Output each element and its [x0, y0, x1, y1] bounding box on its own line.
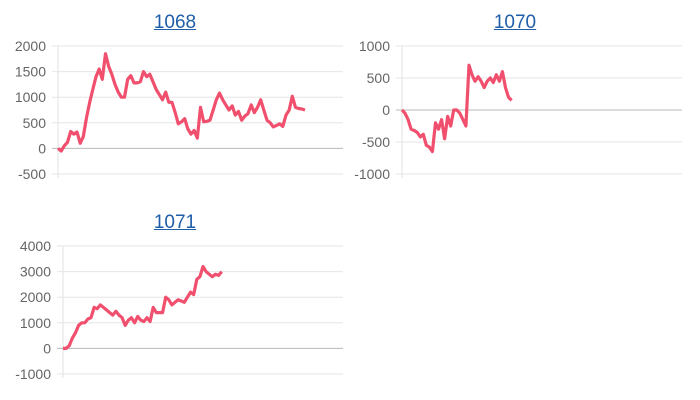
chart-1071: 1071 4000 3000 2000 1000 0 -1000 — [0, 200, 350, 400]
chart-1070: 1070 1000 500 0 -500 -1000 — [340, 0, 690, 200]
y-tick-label: 3000 — [20, 264, 51, 280]
series-line — [63, 264, 223, 350]
chart-svg: 4000 3000 2000 1000 0 -1000 — [15, 238, 343, 382]
chart-title-link[interactable]: 1068 — [153, 12, 197, 33]
y-tick-label: -1000 — [354, 166, 390, 182]
y-tick-label: 0 — [38, 140, 46, 156]
y-tick-label: 500 — [23, 115, 47, 131]
y-tick-label: -1000 — [15, 366, 51, 382]
series-line — [56, 52, 306, 153]
y-tick-label: 2000 — [20, 289, 51, 305]
chart-1068: 1068 2000 1500 1000 500 0 -500 — [0, 0, 350, 200]
y-tick-label: 1000 — [15, 89, 46, 105]
y-tick-label: 1000 — [359, 38, 390, 54]
chart-title-link[interactable]: 1070 — [493, 12, 537, 33]
y-tick-label: 1500 — [15, 64, 46, 80]
chart-title-link[interactable]: 1071 — [153, 212, 197, 233]
y-tick-label: 4000 — [20, 238, 51, 254]
chart-svg: 2000 1500 1000 500 0 -500 — [15, 38, 343, 182]
y-tick-label: -500 — [18, 166, 46, 182]
y-tick-label: 0 — [43, 340, 51, 356]
y-tick-label: -500 — [362, 134, 390, 150]
y-tick-label: 1000 — [20, 315, 51, 331]
y-tick-label: 500 — [367, 70, 391, 86]
y-tick-label: 2000 — [15, 38, 46, 54]
chart-svg: 1000 500 0 -500 -1000 — [354, 38, 682, 182]
y-tick-label: 0 — [382, 102, 390, 118]
